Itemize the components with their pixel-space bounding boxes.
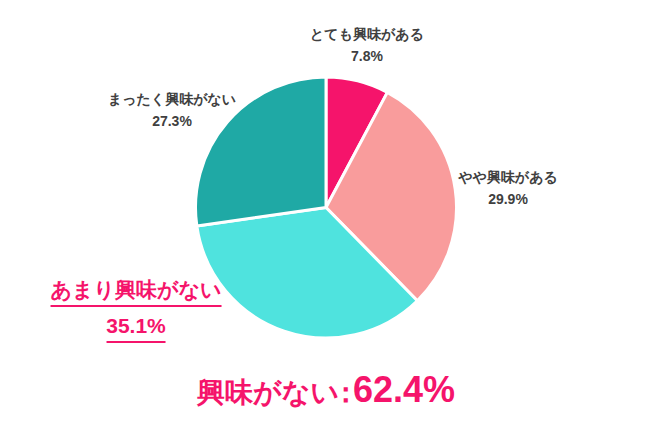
label-totemo-pct: 7.8% <box>310 45 424 67</box>
label-yaya-text: やや興味がある <box>458 166 558 188</box>
label-yaya: やや興味がある 29.9% <box>458 166 558 210</box>
summary-annotation-value: 62.4% <box>353 369 455 410</box>
label-totemo: とても興味がある 7.8% <box>310 23 424 67</box>
label-mattaku-text: まったく興味がない <box>108 88 236 110</box>
label-amari: あまり興味がない 35.1% <box>51 277 222 343</box>
label-mattaku: まったく興味がない 27.3% <box>108 88 236 132</box>
label-totemo-text: とても興味がある <box>310 23 424 45</box>
label-amari-pct: 35.1% <box>106 313 166 343</box>
label-mattaku-pct: 27.3% <box>108 110 236 132</box>
summary-annotation: 興味がない：62.4% <box>197 369 455 412</box>
summary-annotation-colon: ： <box>332 374 346 412</box>
pie-chart-figure: とても興味がある 7.8% やや興味がある 29.9% まったく興味がない 27… <box>0 0 650 437</box>
label-amari-text: あまり興味がない <box>51 277 222 307</box>
summary-annotation-prefix: 興味がない <box>197 377 339 408</box>
label-yaya-pct: 29.9% <box>458 188 558 210</box>
